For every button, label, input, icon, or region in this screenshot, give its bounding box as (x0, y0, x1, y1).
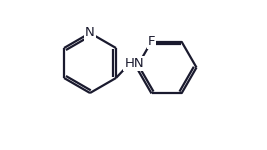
Text: HN: HN (124, 57, 144, 70)
Text: F: F (148, 35, 155, 48)
Text: N: N (85, 27, 95, 39)
